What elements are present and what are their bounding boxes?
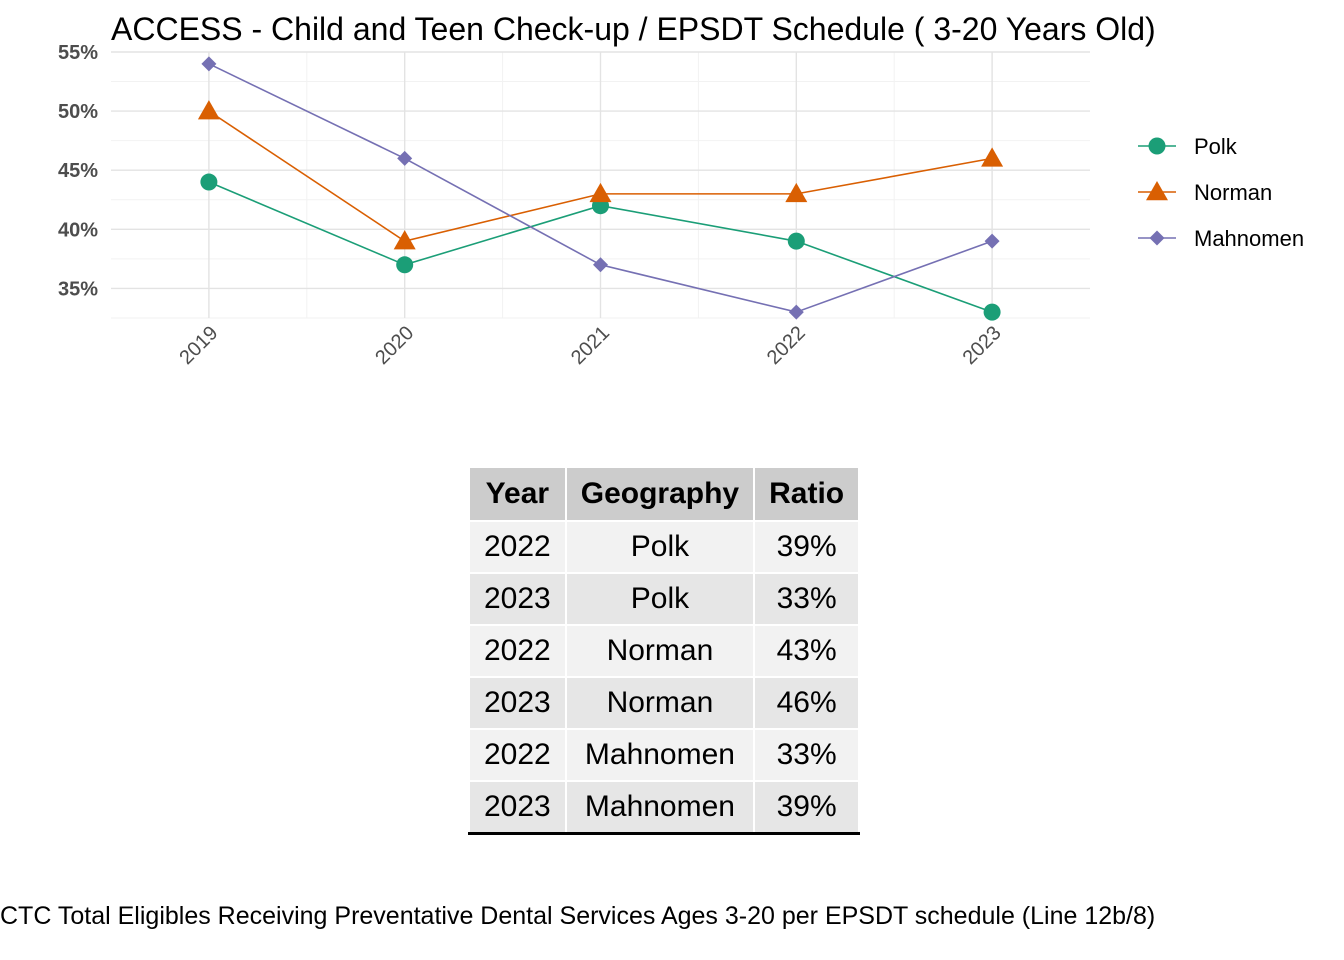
cell-year: 2022 (468, 728, 567, 782)
table-row: 2023 Mahnomen 39% (468, 780, 861, 835)
data-table: Year Geography Ratio 2022 Polk 39% 2023 … (468, 466, 861, 835)
data-point-polk (396, 256, 414, 274)
cell-geography: Norman (564, 676, 756, 730)
legend-marker-norman (1146, 181, 1168, 201)
data-point-norman (981, 147, 1004, 167)
header-ratio: Ratio (753, 466, 861, 522)
line-chart: ACCESS - Child and Teen Check-up / EPSDT… (58, 11, 1304, 369)
y-tick-label: 40% (58, 219, 98, 241)
data-point-norman (785, 182, 808, 203)
data-point-mahnomen (397, 150, 413, 166)
data-point-mahnomen (788, 304, 804, 320)
legend-label-norman: Norman (1194, 180, 1272, 205)
legend-label-mahnomen: Mahnomen (1194, 226, 1304, 251)
cell-geography: Mahnomen (564, 780, 756, 835)
chart-title: ACCESS - Child and Teen Check-up / EPSDT… (111, 11, 1156, 47)
y-tick-label: 35% (58, 278, 98, 300)
table-header-row: Year Geography Ratio (468, 466, 861, 522)
series-group (197, 56, 1004, 321)
header-geography: Geography (564, 466, 756, 522)
cell-ratio: 43% (753, 624, 861, 678)
x-tick-label: 2019 (175, 322, 222, 369)
table-row: 2022 Polk 39% (468, 520, 861, 574)
x-tick-label: 2023 (959, 322, 1006, 369)
cell-geography: Mahnomen (564, 728, 756, 782)
y-tick-label: 55% (58, 42, 98, 64)
table-row: 2023 Norman 46% (468, 676, 861, 730)
cell-year: 2022 (468, 624, 567, 678)
table-row: 2023 Polk 33% (468, 572, 861, 626)
x-axis: 2019 2020 2021 2022 2023 (175, 322, 1005, 369)
cell-geography: Polk (564, 572, 756, 626)
caption: CTC Total Eligibles Receiving Preventati… (0, 902, 1156, 930)
data-point-norman (589, 182, 612, 203)
legend-marker-polk (1148, 137, 1166, 155)
cell-geography: Polk (564, 520, 756, 574)
legend-marker-mahnomen (1149, 230, 1165, 246)
data-point-mahnomen (201, 56, 217, 72)
data-point-mahnomen (984, 233, 1000, 249)
data-point-polk (787, 232, 805, 250)
table-row: 2022 Norman 43% (468, 624, 861, 678)
x-tick-label: 2020 (371, 322, 418, 369)
cell-ratio: 33% (753, 572, 861, 626)
cell-year: 2023 (468, 572, 567, 626)
cell-year: 2023 (468, 780, 567, 835)
data-point-norman (197, 100, 220, 120)
table-row: 2022 Mahnomen 33% (468, 728, 861, 782)
cell-geography: Norman (564, 624, 756, 678)
cell-year: 2022 (468, 520, 567, 574)
x-tick-label: 2021 (567, 322, 614, 369)
y-tick-label: 45% (58, 160, 98, 182)
data-point-polk (200, 173, 218, 191)
cell-ratio: 33% (753, 728, 861, 782)
legend: Polk Norman Mahnomen (1138, 134, 1304, 251)
cell-ratio: 46% (753, 676, 861, 730)
x-tick-label: 2022 (763, 322, 810, 369)
header-year: Year (468, 466, 567, 522)
y-axis: 35% 40% 45% 50% 55% (58, 42, 98, 300)
data-point-mahnomen (593, 257, 608, 273)
y-tick-label: 50% (58, 101, 98, 123)
legend-label-polk: Polk (1194, 134, 1238, 159)
data-point-polk (983, 303, 1001, 321)
data-point-norman (393, 230, 416, 250)
cell-ratio: 39% (753, 520, 861, 574)
cell-year: 2023 (468, 676, 567, 730)
cell-ratio: 39% (753, 780, 861, 835)
